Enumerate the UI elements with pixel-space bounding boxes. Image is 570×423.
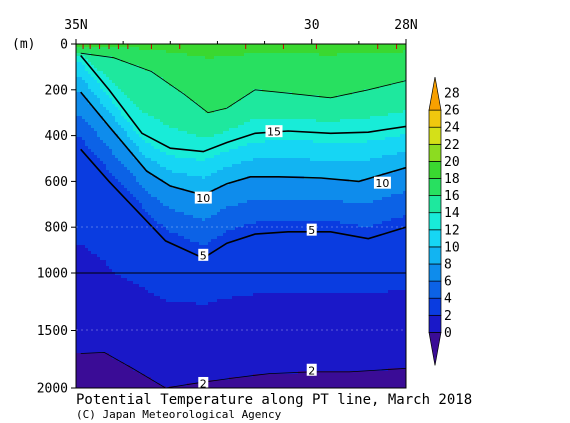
colorbar-label: 2 [444,309,452,324]
isotherm-label-5: 5 [306,223,317,237]
y-axis-unit: (m) [12,37,35,52]
isotherm-5 [80,148,406,260]
y-tick-label: 1500 [37,324,68,339]
y-tick-label: 0 [60,38,68,53]
colorbar-label: 10 [444,240,460,255]
x-tick-label: 30 [304,18,320,33]
colorbar-label: 6 [444,275,452,290]
colorbar-label: 20 [444,155,460,170]
copyright-credit: (C) Japan Meteorological Agency [76,408,282,421]
y-tick-label: 800 [45,221,68,236]
isotherm-label-10: 10 [373,176,391,190]
y-tick-label: 2000 [37,382,68,397]
x-tick-label: 28N [394,18,417,33]
isotherm-label-5: 5 [198,248,209,262]
colorbar-label: 22 [444,138,460,153]
isotherm-10 [80,91,406,196]
x-axis: 35N 30 28N [64,18,418,44]
colorbar-swatch [428,314,442,333]
y-tick-label: 1000 [37,267,68,282]
plot-frame [75,43,407,389]
x-tick-label: 35N [64,18,87,33]
colorbar-swatch [428,280,442,299]
isotherm-lines [80,52,406,388]
y-tick-label: 600 [45,175,68,190]
colorbar-label: 16 [444,189,460,204]
colorbar-swatch [428,126,442,145]
colorbar-swatch [428,178,442,196]
colorbar-swatch [428,212,442,231]
isotherm-label-15: 15 [265,125,283,139]
station-marks [82,44,398,49]
colorbar-label: 26 [444,104,460,119]
isotherm-18 [80,52,406,114]
isotherm-label-10: 10 [194,191,212,205]
isotherm-label-2: 2 [306,363,317,377]
chart-title: Potential Temperature along PT line, Mar… [76,392,472,408]
y-tick-label: 200 [45,83,68,98]
colorbar-label: 4 [444,292,452,307]
colorbar-label: 12 [444,223,460,238]
colorbar-swatch [428,297,442,316]
isotherm-label-2: 2 [198,376,209,390]
colorbar-label: 28 [444,87,460,102]
y-axis: 0 200 400 600 800 1000 1500 2000 [37,38,76,397]
colorbar-label: 18 [444,172,460,187]
colorbar-swatch [428,76,442,111]
colorbar-swatch [428,263,442,282]
isotherm-labels: 15 10 10 5 5 2 2 [194,125,391,390]
colorbar-label: 8 [444,258,452,273]
isotherm-2 [80,351,406,388]
colorbar-swatch [428,109,442,128]
y-tick-label: 400 [45,129,68,144]
colorbar-label: 14 [444,206,460,221]
colorbar-swatch [428,143,442,162]
colorbar-swatch [428,195,442,214]
colorbar-swatch [428,246,442,265]
temperature-fill [76,44,406,388]
colorbar-swatch [428,229,442,248]
isotherm-15 [80,54,406,153]
colorbar-swatch [428,161,442,179]
colorbar-swatch [428,332,442,366]
colorbar-label: 0 [444,326,452,341]
colorbar-label: 24 [444,121,460,136]
